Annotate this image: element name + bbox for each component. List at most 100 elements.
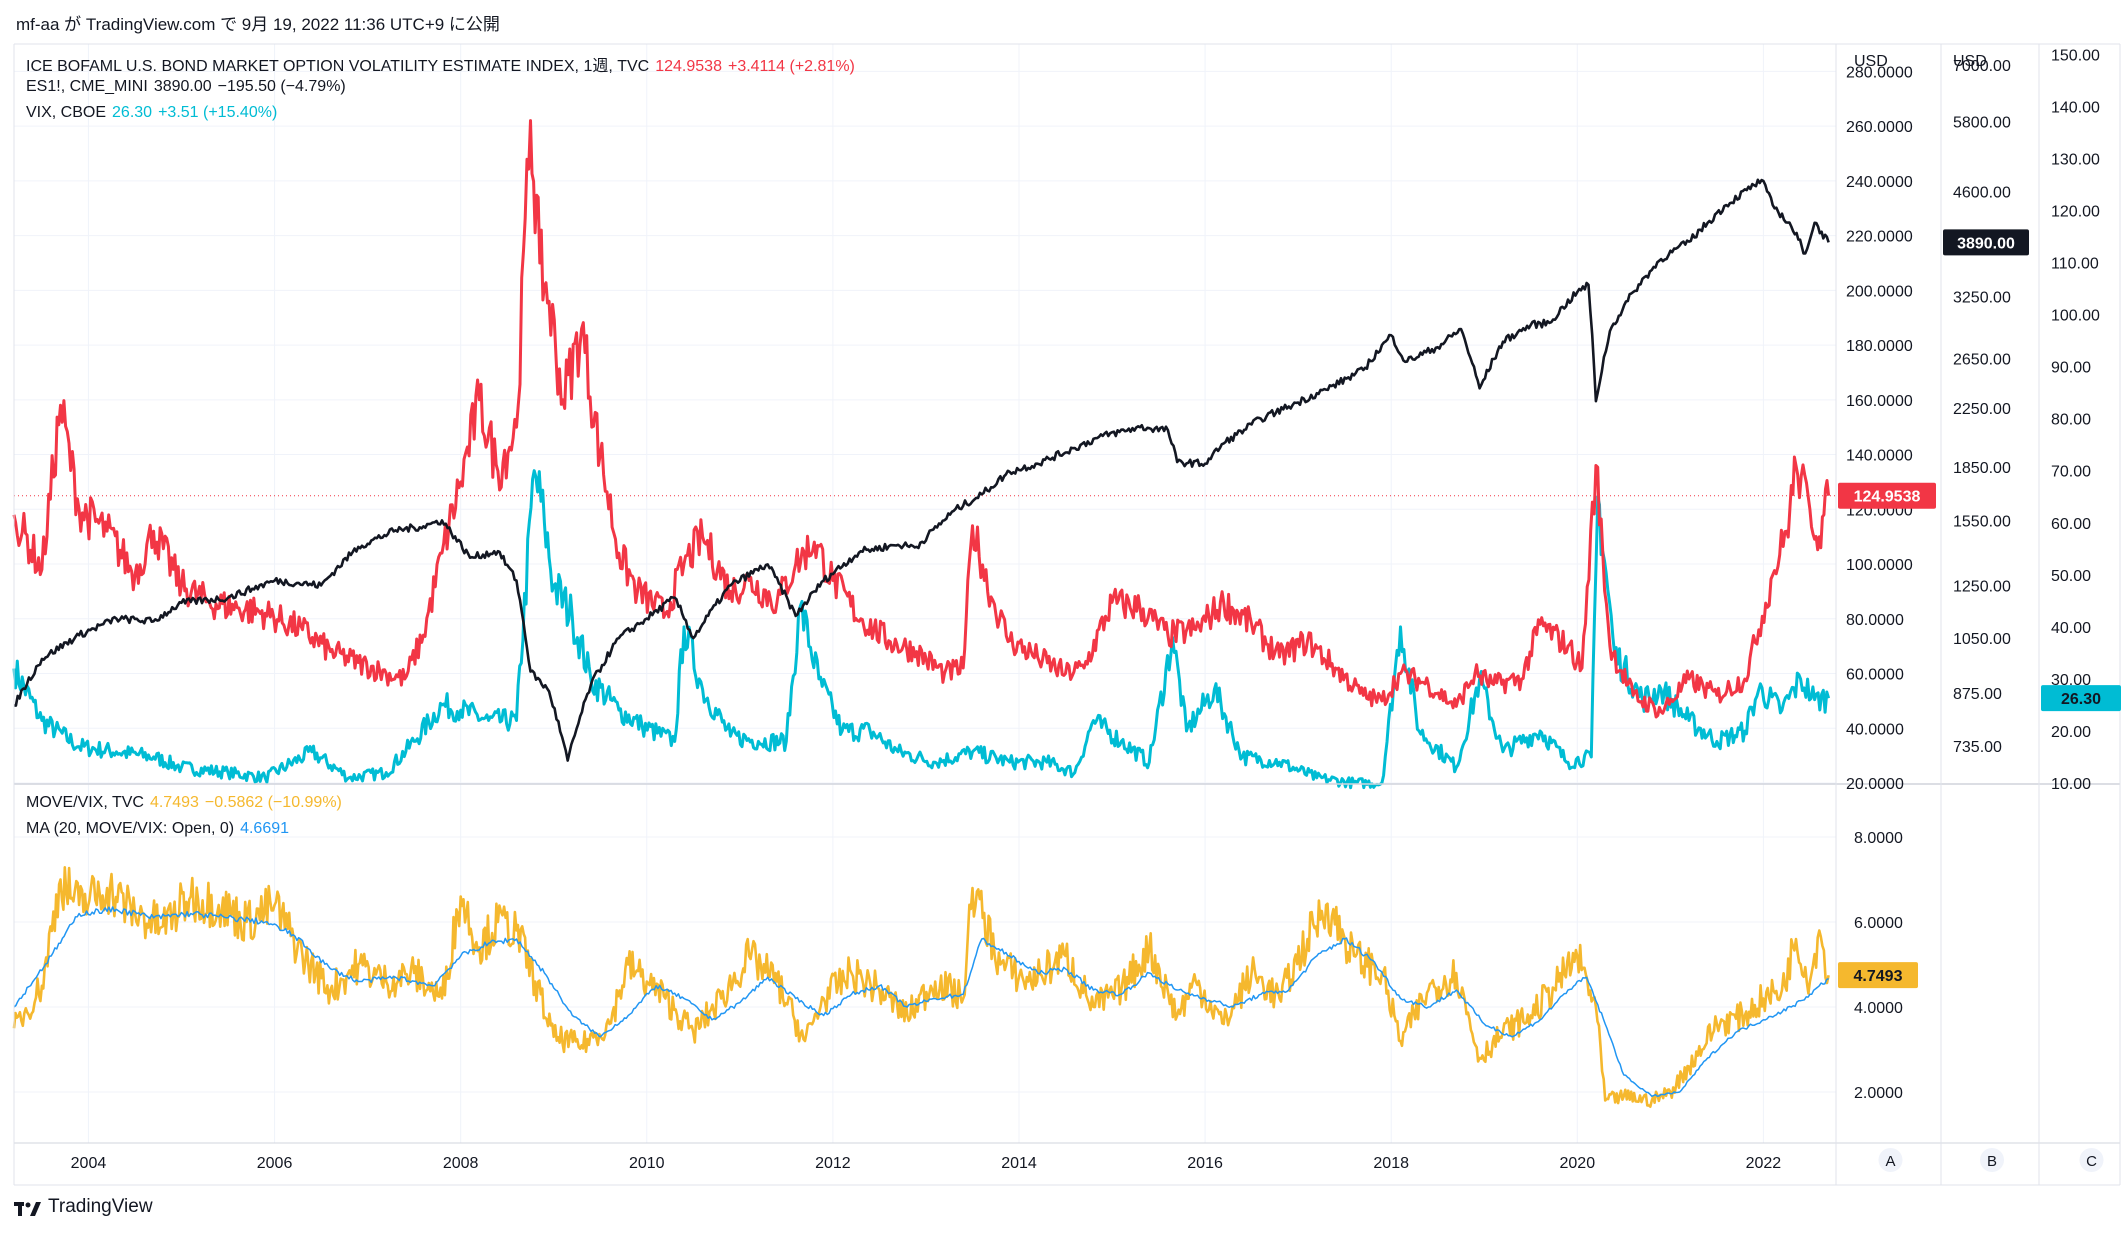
scale-a-tick: 180.0000 — [1846, 338, 1913, 355]
tradingview-logo[interactable]: TradingView — [14, 1196, 153, 1218]
scale-a-tick: 260.0000 — [1846, 119, 1913, 136]
scale-a-tick: 140.0000 — [1846, 448, 1913, 465]
scale-c-tick: 90.00 — [2051, 360, 2091, 377]
scale-b-tick: 7000.00 — [1953, 58, 2011, 75]
scale-button-bg — [2079, 1148, 2104, 1172]
scale-a-tick: 200.0000 — [1846, 283, 1913, 300]
legend-move-value: 124.9538 — [655, 58, 722, 75]
scale-b-tick: 2650.00 — [1953, 351, 2011, 368]
scale-button-c[interactable]: C — [2079, 1148, 2104, 1172]
scale-a-tick: 280.0000 — [1846, 64, 1913, 81]
scale-c-tick: 120.00 — [2051, 204, 2100, 221]
legend-vix-name: VIX, CBOE — [26, 104, 107, 121]
scale-c-tick: 30.00 — [2051, 672, 2091, 689]
scale-c-tick: 80.00 — [2051, 412, 2091, 429]
move-price-tag-bg — [1838, 482, 1936, 509]
legend-es-change: −195.50 (−4.79%) — [217, 78, 346, 95]
scale-c-tick: 150.00 — [2051, 47, 2100, 64]
scale-c-tick: 10.00 — [2051, 776, 2091, 793]
time-tick: 2006 — [257, 1155, 293, 1172]
time-tick: 2014 — [1001, 1155, 1037, 1172]
scale-button-bg — [1878, 1148, 1903, 1172]
legend-es-value: 3890.00 — [153, 78, 212, 95]
lower-scale-tick: 2.0000 — [1854, 1085, 1903, 1102]
legend-ratio-change: −0.5862 (−10.99%) — [204, 794, 342, 811]
ratio-price-tag-text: 4.7493 — [1854, 968, 1903, 985]
scale-button-label: B — [1987, 1153, 1997, 1170]
price-scale-c[interactable]: 150.00 140.00 130.00 120.00 110.00 100.00 90.0… — [2051, 47, 2100, 793]
legend-ma[interactable]: MA (20, MOVE/VIX: Open, 0) 4.6691 — [26, 820, 295, 838]
scale-c-tick: 100.00 — [2051, 308, 2100, 325]
scale-a-tick: 100.0000 — [1846, 557, 1913, 574]
lower-scale-tick: 6.0000 — [1854, 915, 1903, 932]
scale-button-a[interactable]: A — [1878, 1148, 1903, 1172]
scale-b-unit: USD — [1953, 53, 1987, 70]
legend-ratio-value: 4.7493 — [149, 794, 199, 811]
time-scale[interactable]: 2004 2006 2008 2010 2012 2014 2016 2018 2020 2022 — [71, 1155, 1782, 1172]
move-price-tag: 124.9538 — [1838, 482, 1936, 509]
time-tick: 2016 — [1187, 1155, 1223, 1172]
tradingview-logo-text: TradingView — [48, 1196, 153, 1217]
legend-vix[interactable]: VIX, CBOE 26.30 +3.51 (+15.40%) — [26, 104, 283, 122]
scale-b-tick: 4600.00 — [1953, 185, 2011, 202]
vix-price-tag-text: 26.30 — [2061, 691, 2101, 708]
scale-c-tick: 130.00 — [2051, 151, 2100, 168]
legend-ma-value: 4.6691 — [240, 820, 290, 837]
scale-a-tick: 60.0000 — [1846, 667, 1904, 684]
vix-line — [12, 469, 1831, 790]
scale-a-tick: 20.0000 — [1846, 776, 1904, 793]
es-price-tag-text: 3890.00 — [1957, 235, 2015, 252]
lower-price-scale[interactable]: 8.0000 6.0000 4.0000 2.0000 — [1854, 830, 1903, 1102]
move-line — [12, 119, 1831, 719]
scale-a-tick: 40.0000 — [1846, 721, 1904, 738]
time-tick: 2008 — [443, 1155, 479, 1172]
scale-b-tick: 1050.00 — [1953, 631, 2011, 648]
legend-move-change: +3.4114 (+2.81%) — [727, 58, 855, 75]
legend-vix-value: 26.30 — [112, 104, 153, 121]
scale-c-tick: 50.00 — [2051, 568, 2091, 585]
scale-button-label: A — [1885, 1153, 1895, 1170]
scale-a-tick: 240.0000 — [1846, 174, 1913, 191]
tradingview-logo-icon — [14, 1200, 42, 1216]
legend-ratio-name: MOVE/VIX, TVC — [26, 794, 144, 811]
pane-frame — [13, 43, 2121, 1186]
scale-b-tick: 3250.00 — [1953, 290, 2011, 307]
legend-es[interactable]: ES1!, CME_MINI 3890.00 −195.50 (−4.79%) — [26, 78, 352, 96]
scale-c-tick: 70.00 — [2051, 464, 2091, 481]
scale-b-tick: 5800.00 — [1953, 115, 2011, 132]
scale-button-bg — [1980, 1148, 2004, 1172]
scale-b-tick: 2250.00 — [1953, 401, 2011, 418]
scale-buttons[interactable]: A B C — [1878, 1148, 2104, 1172]
ratio-price-tag: 4.7493 — [1838, 962, 1918, 989]
es-line — [13, 178, 1830, 762]
lower-scale-tick: 4.0000 — [1854, 1000, 1903, 1017]
lower-scale-tick: 8.0000 — [1854, 830, 1903, 847]
move-vix-ratio-line — [12, 866, 1830, 1108]
scale-b-tick: 875.00 — [1953, 686, 2002, 703]
scale-a-tick: 160.0000 — [1846, 393, 1913, 410]
scale-c-tick: 110.00 — [2051, 256, 2099, 273]
price-tags: 124.9538 3890.00 26.30 4.7493 — [1838, 229, 2121, 989]
legend-ratio[interactable]: MOVE/VIX, TVC 4.7493 −0.5862 (−10.99%) — [26, 794, 348, 812]
scale-button-b[interactable]: B — [1980, 1148, 2004, 1172]
move-price-tag-text: 124.9538 — [1854, 489, 1921, 506]
publish-caption: mf-aa が TradingView.com で 9月 19, 2022 11… — [16, 15, 500, 34]
legend-move[interactable]: ICE BOFAML U.S. BOND MARKET OPTION VOLAT… — [26, 52, 861, 76]
legend-move-name: ICE BOFAML U.S. BOND MARKET OPTION VOLAT… — [26, 58, 650, 75]
scale-a-unit: USD — [1854, 53, 1888, 70]
legend-vix-change: +3.51 (+15.40%) — [158, 104, 278, 121]
scale-c-tick: 140.00 — [2051, 99, 2100, 116]
scale-a-tick: 80.0000 — [1846, 612, 1904, 629]
time-tick: 2018 — [1373, 1155, 1409, 1172]
scale-c-tick: 60.00 — [2051, 516, 2091, 533]
time-tick: 2020 — [1560, 1155, 1596, 1172]
scale-b-tick: 735.00 — [1953, 739, 2002, 756]
vix-price-tag: 26.30 — [2041, 685, 2121, 712]
time-tick: 2004 — [71, 1155, 107, 1172]
es-price-tag-bg — [1943, 229, 2029, 256]
time-tick: 2010 — [629, 1155, 665, 1172]
scale-b-tick: 1250.00 — [1953, 578, 2011, 595]
